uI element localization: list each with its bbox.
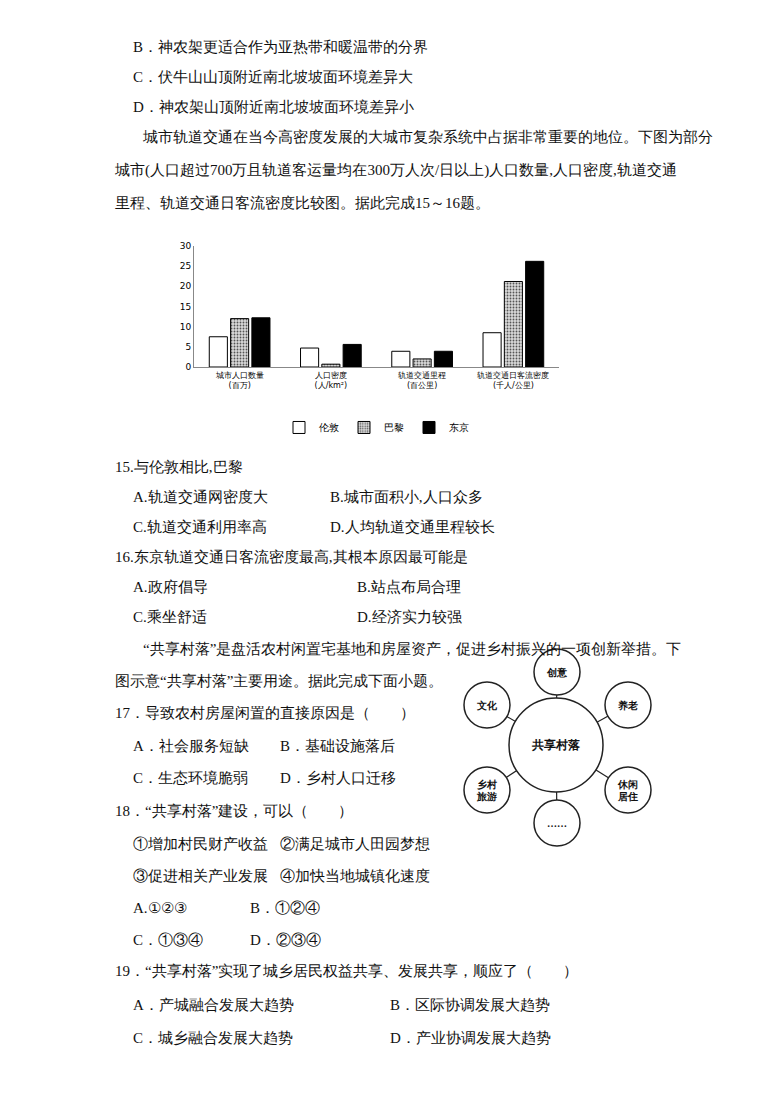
svg-text:0: 0 [185,362,191,372]
html-text:B．基础设施落后: B．基础设施落后 [280,738,395,754]
html-text:B．区际协调发展大趋势: B．区际协调发展大趋势 [390,997,550,1013]
html-text:B.城市面积小,人口众多: B.城市面积小,人口众多 [330,489,483,505]
html-text:D.经济实力较强: D.经济实力较强 [357,609,462,625]
svg-text:20: 20 [180,281,192,291]
html-text:A.政府倡导: A.政府倡导 [133,579,208,595]
html-text:里程、轨道交通日客流密度比较图。据此完成15～16题。: 里程、轨道交通日客流密度比较图。据此完成15～16题。 [115,195,490,211]
html-text:D．产业协调发展大趋势: D．产业协调发展大趋势 [390,1030,551,1046]
html-text:B．①②④: B．①②④ [250,900,320,916]
svg-text:15: 15 [180,302,191,312]
html-text:“共享村落”是盘活农村闲置宅基地和房屋资产，促进乡村振兴的一: “共享村落”是盘活农村闲置宅基地和房屋资产，促进乡村振兴的一项创新举措。下 [143,641,682,657]
html-text:B．神农架更适合作为亚热带和暖温带的分界: B．神农架更适合作为亚热带和暖温带的分界 [133,39,428,55]
html-text:19．“共享村落”实现了城乡居民权益共享、发展共享，顺应了（: 19．“共享村落”实现了城乡居民权益共享、发展共享，顺应了（ ） [115,963,579,979]
svg-text:东京: 东京 [449,422,469,433]
html-text:C．城乡融合发展大趋势: C．城乡融合发展大趋势 [133,1030,293,1046]
svg-text:人口密度(人/km²): 人口密度(人/km²) [315,371,348,390]
svg-text:文化: 文化 [476,700,498,711]
svg-text:伦敦: 伦敦 [319,422,339,433]
html-text:15.与伦敦相比,巴黎: 15.与伦敦相比,巴黎 [115,459,243,475]
html-text:A.轨道交通网密度大: A.轨道交通网密度大 [133,489,268,505]
svg-text:……: …… [547,818,567,829]
html-text:C．伏牛山山顶附近南北坡坡面环境差异大: C．伏牛山山顶附近南北坡坡面环境差异大 [133,69,413,85]
svg-text:乡村: 乡村 [477,779,497,790]
svg-text:巴黎: 巴黎 [384,422,404,433]
html-text:17．导致农村房屋闲置的直接原因是（ ）: 17．导致农村房屋闲置的直接原因是（ ） [115,705,415,721]
svg-text:10: 10 [180,322,192,332]
html-text:A.①②③: A.①②③ [133,900,187,916]
html-text:D.人均轨道交通里程较长: D.人均轨道交通里程较长 [330,519,495,535]
html-text:④加快当地城镇化速度: ④加快当地城镇化速度 [280,868,430,884]
html-text:A．社会服务短缺: A．社会服务短缺 [133,738,249,754]
svg-text:城市人口数量(百万): 城市人口数量(百万) [215,371,264,390]
html-text:城市(人口超过700万且轨道客运量均在300万人次/日以上): 城市(人口超过700万且轨道客运量均在300万人次/日以上)人口数量,人口密度,… [115,162,677,178]
svg-text:旅游: 旅游 [476,791,497,802]
html-text:③促进相关产业发展: ③促进相关产业发展 [133,868,268,884]
html-text:城市轨道交通在当今高密度发展的大城市复杂系统中占据非常重要的: 城市轨道交通在当今高密度发展的大城市复杂系统中占据非常重要的地位。下图为部分 [143,129,713,145]
svg-text:休闲: 休闲 [617,779,638,790]
html-text:D．神农架山顶附近南北坡坡面环境差异小: D．神农架山顶附近南北坡坡面环境差异小 [133,99,414,115]
svg-text:养老: 养老 [617,700,638,711]
html-text:D．乡村人口迁移: D．乡村人口迁移 [280,770,396,786]
svg-text:居住: 居住 [617,791,638,802]
svg-text:30: 30 [180,241,192,251]
html-text:②满足城市人田园梦想: ②满足城市人田园梦想 [280,836,430,852]
html-text:图示意“共享村落”主要用途。据此完成下面小题。: 图示意“共享村落”主要用途。据此完成下面小题。 [115,673,444,689]
html-text:C.乘坐舒适: C.乘坐舒适 [133,609,207,625]
svg-text:共享村落: 共享村落 [531,738,581,752]
html-text:C．①③④: C．①③④ [133,932,203,948]
html-text:B.站点布局合理: B.站点布局合理 [357,579,461,595]
svg-text:5: 5 [185,342,191,352]
html-text:A．产城融合发展大趋势: A．产城融合发展大趋势 [133,997,294,1013]
svg-text:创意: 创意 [546,667,568,678]
html-text:①增加村民财产收益: ①增加村民财产收益 [133,836,268,852]
html-text:C.轨道交通利用率高: C.轨道交通利用率高 [133,519,267,535]
svg-text:轨道交通日客流密度(千人/公里): 轨道交通日客流密度(千人/公里) [477,371,549,390]
svg-text:25: 25 [180,261,191,271]
html-text:D．②③④: D．②③④ [250,932,321,948]
html-text:18．“共享村落”建设，可以（ ）: 18．“共享村落”建设，可以（ ） [115,803,354,819]
html-text:16.东京轨道交通日客流密度最高,其根本原因最可能是: 16.东京轨道交通日客流密度最高,其根本原因最可能是 [115,549,468,565]
svg-text:轨道交通里程(百公里): 轨道交通里程(百公里) [398,371,446,390]
html-text:C．生态环境脆弱: C．生态环境脆弱 [133,770,248,786]
